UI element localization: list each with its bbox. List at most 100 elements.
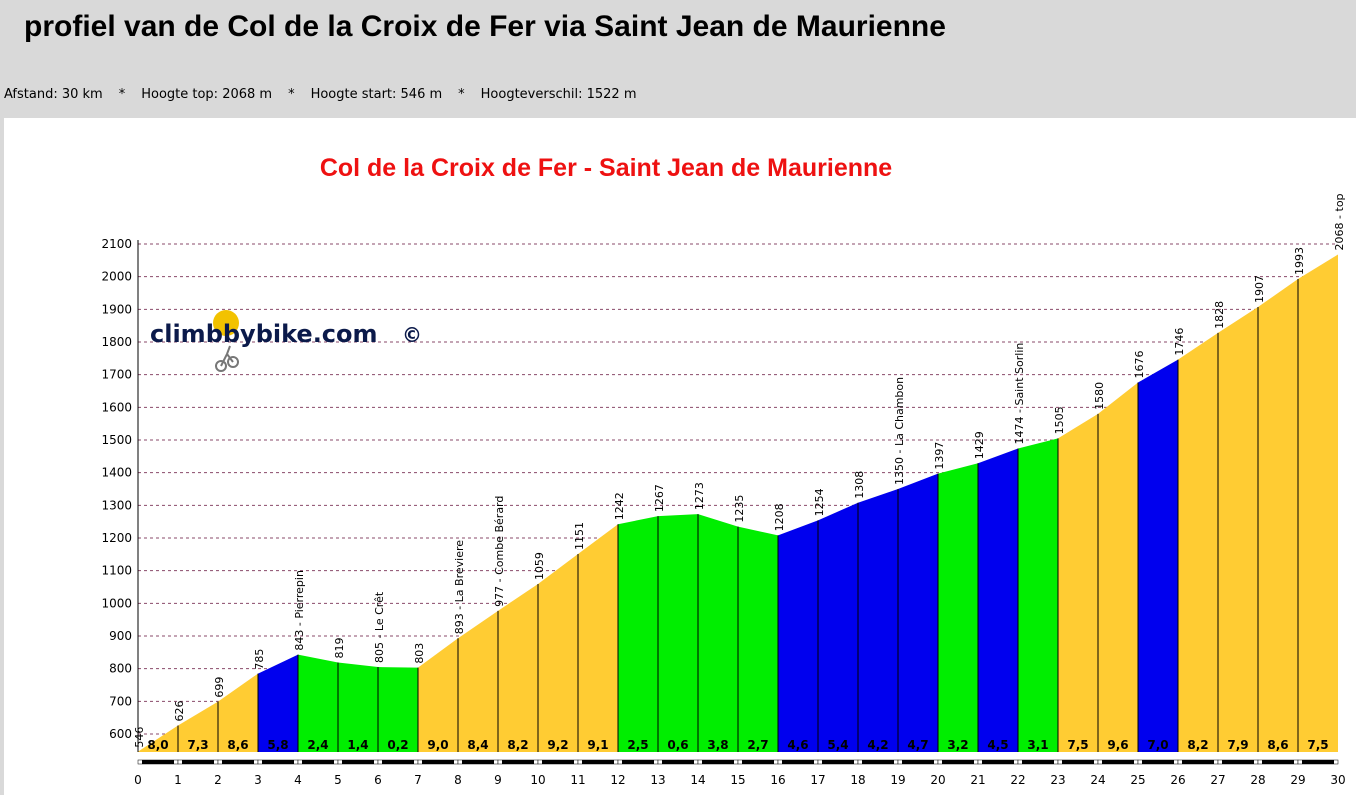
km-strip-black — [142, 760, 174, 764]
profile-segment — [458, 610, 498, 752]
grade-label: 5,4 — [827, 738, 848, 752]
km-strip-black — [1302, 760, 1334, 764]
stat-top-height: Hoogte top: 2068 m — [141, 87, 273, 102]
km-strip-black — [1262, 760, 1294, 764]
label-layer: 8,0 7,3 8,6 5,8 2,4 1,4 0,2 9,0 8,4 8,2 9,2 9,1 2,5 0… — [133, 193, 1346, 752]
grade-label: 2,7 — [747, 738, 768, 752]
brand-logo: climbbybike.com © — [150, 310, 422, 372]
elevation-point-label: 1308 — [853, 471, 866, 499]
x-tick-label: 2 — [214, 773, 222, 787]
grade-label: 8,4 — [467, 738, 488, 752]
elevation-point-label: 1907 — [1253, 275, 1266, 303]
stat-distance: Afstand: 30 km — [4, 87, 103, 102]
grade-label: 4,5 — [987, 738, 1008, 752]
km-strip-black — [422, 760, 454, 764]
x-tick-label: 21 — [970, 773, 985, 787]
grade-label: 4,6 — [787, 738, 808, 752]
elevation-point-label: 1059 — [533, 552, 546, 580]
x-tick-label: 6 — [374, 773, 382, 787]
profile-segment — [778, 520, 818, 752]
profile-segment — [698, 514, 738, 752]
x-tick-label: 7 — [414, 773, 422, 787]
x-tick-label: 3 — [254, 773, 262, 787]
km-strip-black — [1142, 760, 1174, 764]
profile-segment — [618, 516, 658, 752]
grade-label: 8,6 — [227, 738, 248, 752]
grade-label: 9,2 — [547, 738, 568, 752]
km-strip-black — [262, 760, 294, 764]
elevation-point-label: 1242 — [613, 492, 626, 520]
y-tick-label: 1000 — [101, 596, 132, 610]
x-tick-label: 14 — [690, 773, 705, 787]
grade-label: 5,8 — [267, 738, 288, 752]
profile-segment — [658, 514, 698, 752]
cyclist-icon — [215, 345, 239, 372]
km-strip-black — [662, 760, 694, 764]
km-strip-black — [542, 760, 574, 764]
x-tick-label: 25 — [1130, 773, 1145, 787]
x-tick-label: 0 — [134, 773, 142, 787]
km-strip-black — [1222, 760, 1254, 764]
stats-bar: Afstand: 30 km * Hoogte top: 2068 m * Hoogte… — [4, 87, 636, 102]
y-tick-label: 1400 — [101, 466, 132, 480]
x-tick-label: 12 — [610, 773, 625, 787]
elevation-point-label: 1676 — [1133, 351, 1146, 379]
x-tick-label: 8 — [454, 773, 462, 787]
grade-label: 9,1 — [587, 738, 608, 752]
x-tick-label: 22 — [1010, 773, 1025, 787]
km-strip-black — [942, 760, 974, 764]
km-strip-black — [502, 760, 534, 764]
brand-copyright: © — [402, 323, 422, 347]
elevation-point-label: 1429 — [973, 431, 986, 459]
profile-segment — [258, 654, 298, 752]
grade-label: 3,2 — [947, 738, 968, 752]
y-tick-label: 1200 — [101, 531, 132, 545]
y-tick-label: 1100 — [101, 564, 132, 578]
km-strip-black — [1022, 760, 1054, 764]
stat-separator: * — [118, 87, 126, 102]
y-tick-label: 800 — [109, 662, 132, 676]
stat-start-height: Hoogte start: 546 m — [310, 87, 443, 102]
profile-segment — [218, 673, 258, 752]
elevation-point-label: 819 — [333, 637, 346, 658]
profile-segment — [1178, 332, 1218, 752]
profile-segment — [818, 502, 858, 752]
grade-label: 3,1 — [1027, 738, 1048, 752]
grade-label: 8,0 — [147, 738, 168, 752]
profile-segment — [898, 473, 938, 752]
x-tick-label: 4 — [294, 773, 302, 787]
y-tick-label: 600 — [109, 727, 132, 741]
profile-segment — [378, 667, 418, 752]
elevation-point-label: 843 - Pierrepin — [293, 570, 306, 651]
stat-separator: * — [458, 87, 465, 102]
x-tick-label: 16 — [770, 773, 785, 787]
y-tick-label: 1500 — [101, 433, 132, 447]
km-strip-black — [862, 760, 894, 764]
elevation-point-label: 1580 — [1093, 382, 1106, 410]
km-strip-black — [702, 760, 734, 764]
profile-segment — [1258, 278, 1298, 752]
profile-segment — [178, 701, 218, 752]
elevation-point-label: 1993 — [1293, 247, 1306, 275]
km-strip-black — [902, 760, 934, 764]
x-tick-label: 19 — [890, 773, 905, 787]
elevation-point-label: 546 — [133, 727, 146, 748]
elevation-point-label: 1505 — [1053, 406, 1066, 434]
x-tick-label: 9 — [494, 773, 502, 787]
km-strip-black — [342, 760, 374, 764]
x-tick-label: 1 — [174, 773, 182, 787]
profile-segment — [738, 526, 778, 752]
profile-segment — [338, 662, 378, 752]
km-strip-black — [182, 760, 214, 764]
elevation-point-label: 1397 — [933, 442, 946, 470]
profile-segment — [498, 584, 538, 752]
x-tick-label: 30 — [1330, 773, 1345, 787]
x-tick-label: 26 — [1170, 773, 1185, 787]
km-strip-black — [222, 760, 254, 764]
chart-panel: Col de la Croix de Fer - Saint Jean de M… — [4, 118, 1356, 795]
km-strip-black — [742, 760, 774, 764]
profile-segment — [938, 463, 978, 752]
y-tick-label: 1600 — [101, 400, 132, 414]
km-strip-black — [1062, 760, 1094, 764]
elevation-point-label: 1254 — [813, 488, 826, 516]
